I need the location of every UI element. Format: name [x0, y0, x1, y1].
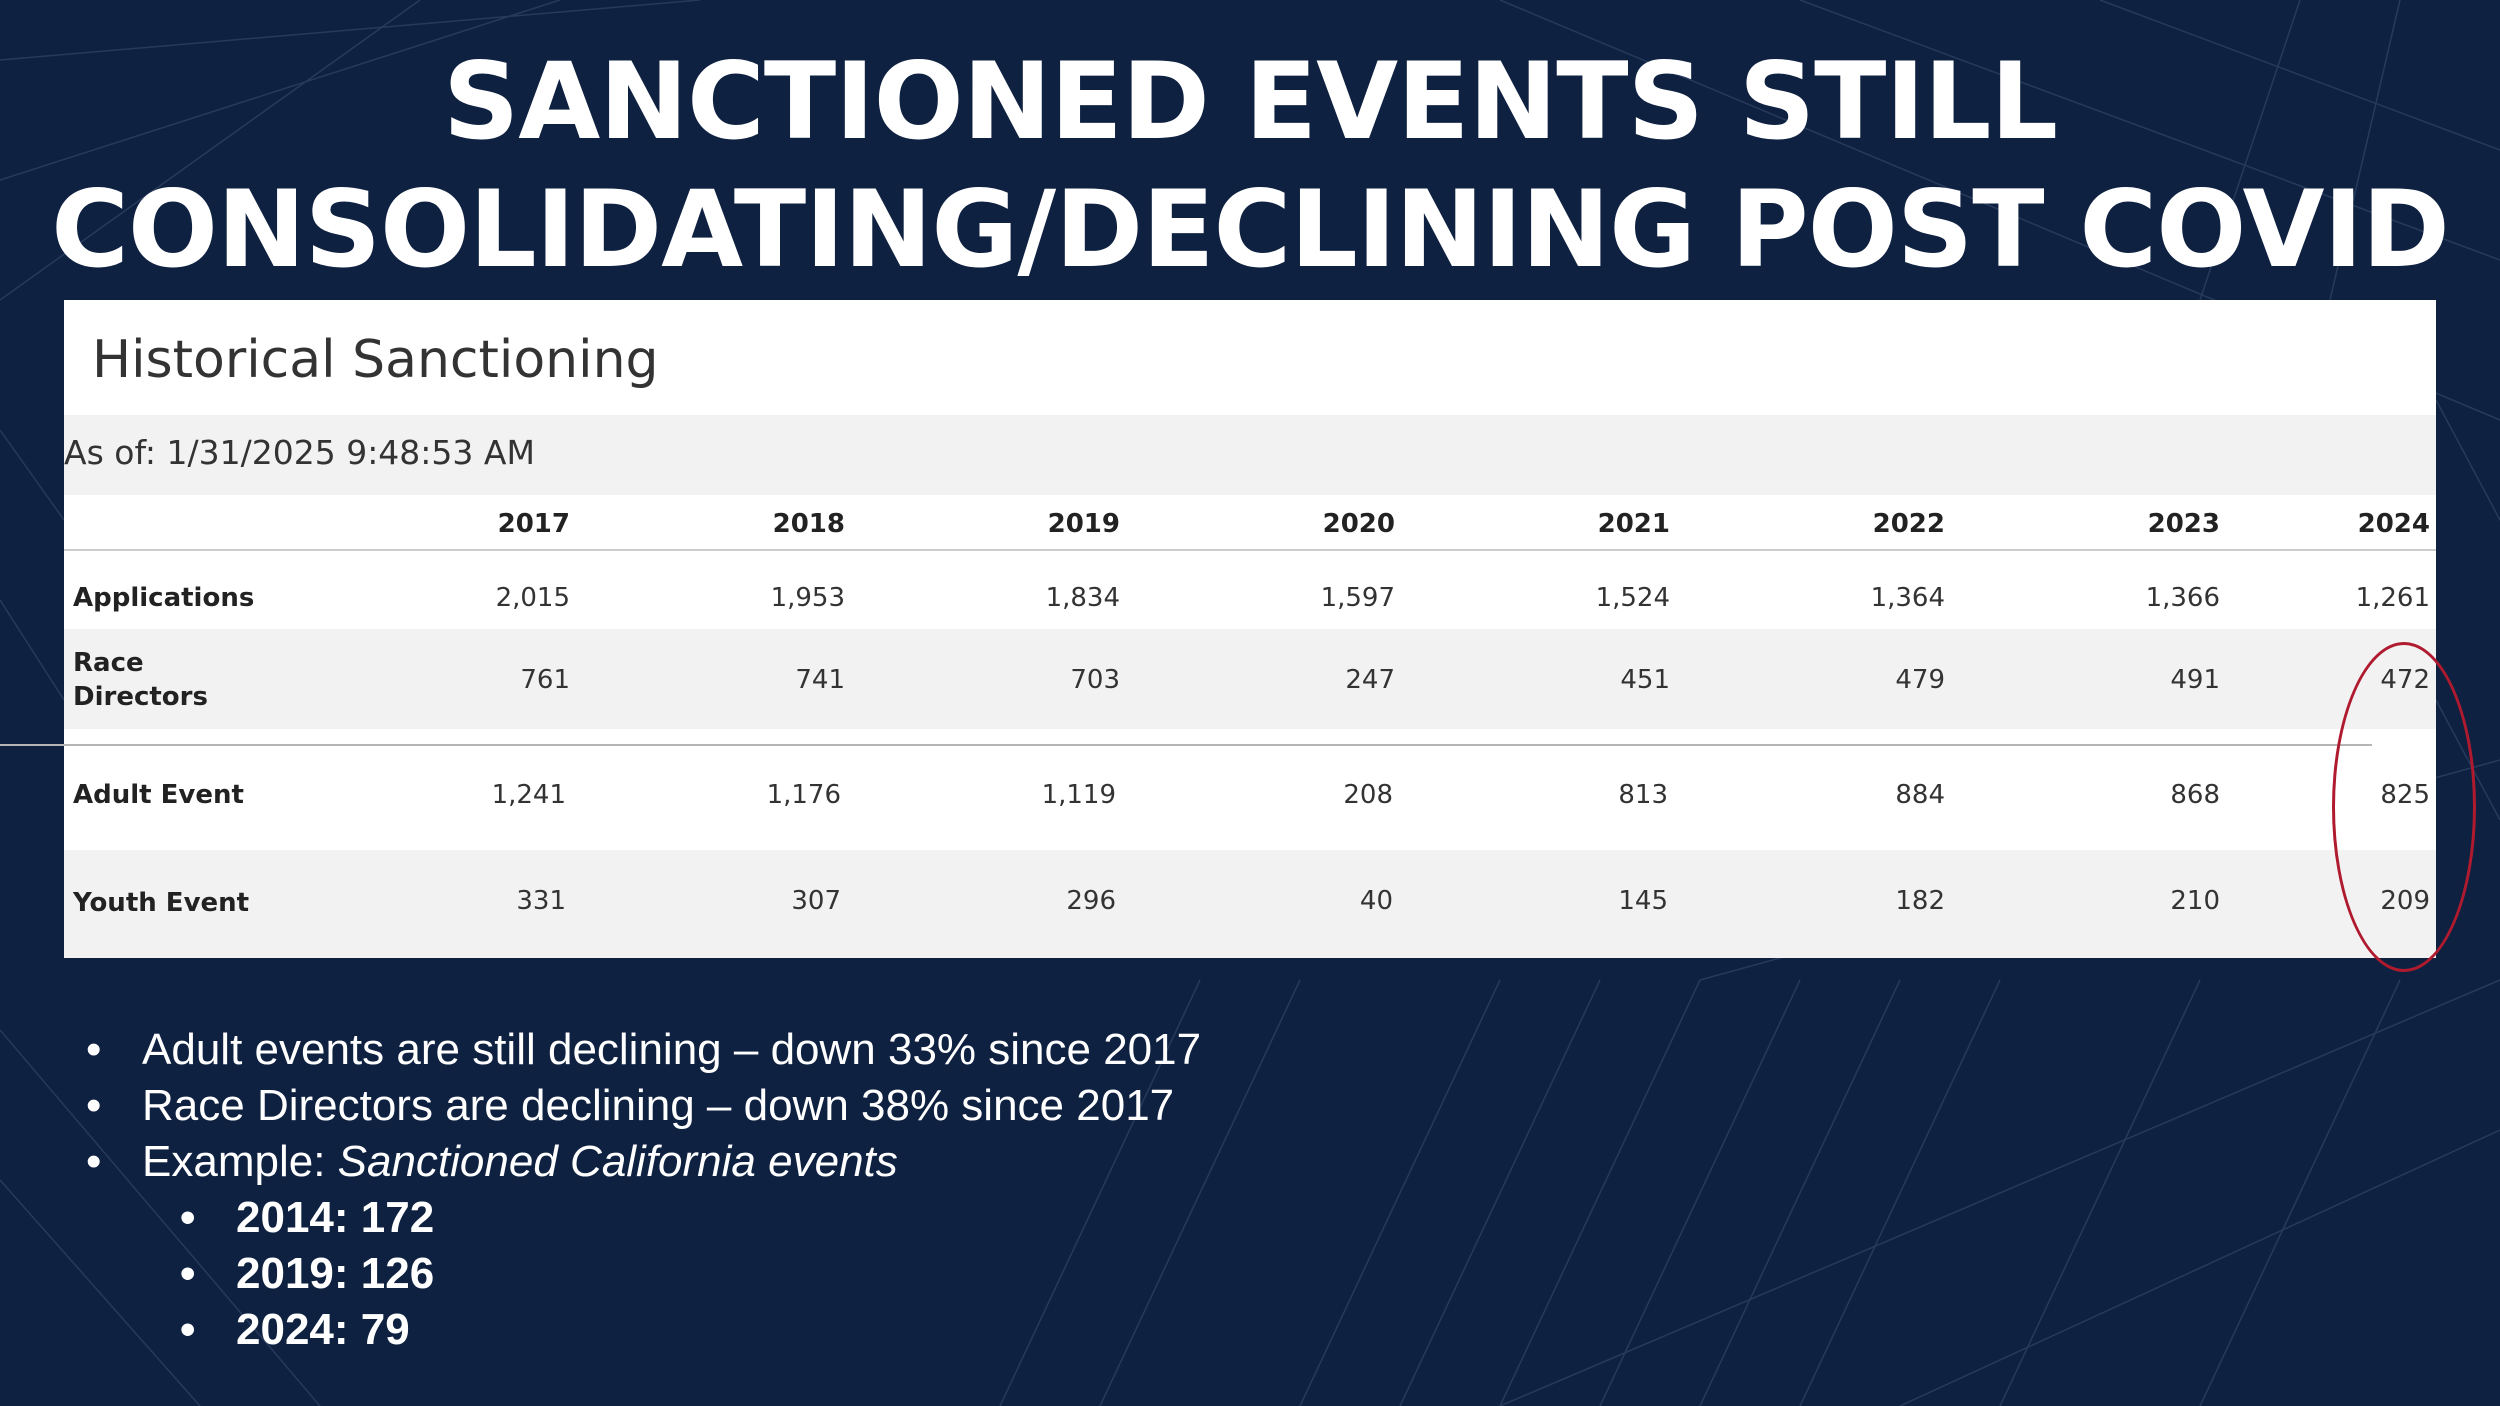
table-cell: 1,176 — [766, 780, 841, 810]
historical-sanctioning-panel: Historical Sanctioning As of: 1/31/2025 … — [64, 300, 2436, 958]
column-header: 2024 — [2357, 509, 2430, 539]
table-cell: 451 — [1620, 665, 1670, 695]
table-cell: 1,241 — [491, 780, 566, 810]
table-row-race-directors: Race Directors 761 741 703 247 451 479 4… — [64, 629, 2436, 729]
as-of-bar: As of: 1/31/2025 9:48:53 AM — [64, 415, 2436, 495]
table-cell: 491 — [2170, 665, 2220, 695]
table-cell: 1,366 — [2145, 583, 2220, 613]
bullet-dot-icon: • — [180, 1193, 196, 1242]
table-header-row: 2017 2018 2019 2020 2021 2022 2023 2024 — [64, 495, 2436, 551]
bullet-emphasis: Sanctioned California events — [337, 1137, 898, 1186]
table-cell: 1,953 — [770, 583, 845, 613]
as-of-timestamp: As of: 1/31/2025 9:48:53 AM — [64, 433, 535, 472]
table-cell: 813 — [1618, 780, 1668, 810]
bullet-dot-icon: • — [180, 1305, 196, 1354]
table-cell: 1,834 — [1045, 583, 1120, 613]
row-label: Adult Event — [73, 780, 244, 810]
table-cell: 1,524 — [1595, 583, 1670, 613]
bullet-text: 2014: 172 — [236, 1193, 435, 1242]
bullet-example: • Example: Sanctioned California events — [86, 1134, 898, 1190]
table-cell: 331 — [516, 886, 566, 916]
bullet-text: 2019: 126 — [236, 1249, 435, 1298]
column-header: 2018 — [772, 509, 845, 539]
table-cell: 182 — [1895, 886, 1945, 916]
column-header: 2017 — [497, 509, 570, 539]
table-cell: 884 — [1895, 780, 1945, 810]
row-label: Applications — [73, 583, 255, 613]
table-cell: 1,597 — [1320, 583, 1395, 613]
slide-title-line-2: CONSOLIDATING/DECLINING POST COVID — [51, 168, 2450, 291]
table-cell: 1,119 — [1041, 780, 1116, 810]
column-header: 2020 — [1322, 509, 1395, 539]
table-cell: 741 — [795, 665, 845, 695]
sub-bullet-2019: • 2019: 126 — [180, 1246, 435, 1302]
bullet-dot-icon: • — [86, 1025, 102, 1074]
column-header: 2019 — [1047, 509, 1120, 539]
table-cell: 2,015 — [495, 583, 570, 613]
bullet-text: Adult events are still declining – down … — [142, 1025, 1202, 1074]
table-cell: 40 — [1359, 886, 1393, 916]
table-cell: 703 — [1070, 665, 1120, 695]
table-cell: 145 — [1618, 886, 1668, 916]
column-header: 2022 — [1872, 509, 1945, 539]
sub-bullet-2024: • 2024: 79 — [180, 1302, 410, 1358]
table-cell: 1,261 — [2355, 583, 2430, 613]
bullet-text: Race Directors are declining – down 38% … — [142, 1081, 1175, 1130]
slide-title-line-1: SANCTIONED EVENTS STILL — [442, 40, 2058, 163]
bullet-dot-icon: • — [180, 1249, 196, 1298]
table-cell: 479 — [1895, 665, 1945, 695]
table-cell: 210 — [2170, 886, 2220, 916]
column-header: 2023 — [2147, 509, 2220, 539]
row-label: Race Directors — [73, 648, 208, 712]
table-cell: 208 — [1343, 780, 1393, 810]
table-cell: 868 — [2170, 780, 2220, 810]
bullet-adult-events: • Adult events are still declining – dow… — [86, 1022, 1202, 1078]
bullet-race-directors: • Race Directors are declining – down 38… — [86, 1078, 1175, 1134]
highlight-circle-2024 — [2332, 642, 2476, 972]
row-label: Youth Event — [73, 888, 250, 918]
table-cell: 247 — [1345, 665, 1395, 695]
table-divider — [0, 744, 2372, 746]
bullet-dot-icon: • — [86, 1081, 102, 1130]
bullet-text: Example: — [142, 1137, 338, 1186]
bullet-text: 2024: 79 — [236, 1305, 410, 1354]
panel-title: Historical Sanctioning — [92, 330, 659, 390]
table-row-adult-event: Adult Event 1,241 1,176 1,119 208 813 88… — [64, 742, 2436, 850]
table-cell: 761 — [520, 665, 570, 695]
slide-title: SANCTIONED EVENTS STILL CONSOLIDATING/DE… — [0, 38, 2500, 294]
table-cell: 307 — [791, 886, 841, 916]
table-cell: 296 — [1066, 886, 1116, 916]
sub-bullet-2014: • 2014: 172 — [180, 1190, 435, 1246]
table-row-youth-event: Youth Event 331 307 296 40 145 182 210 2… — [64, 850, 2436, 958]
column-header: 2021 — [1597, 509, 1670, 539]
table-cell: 1,364 — [1870, 583, 1945, 613]
bullet-dot-icon: • — [86, 1137, 102, 1186]
